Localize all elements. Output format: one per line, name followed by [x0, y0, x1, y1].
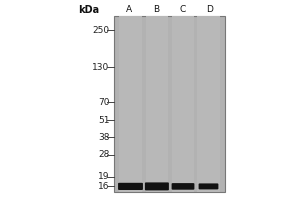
Text: A: A [126, 5, 132, 15]
Text: 16: 16 [98, 182, 110, 191]
Text: C: C [180, 5, 186, 15]
Text: B: B [153, 5, 159, 15]
Text: 51: 51 [98, 116, 110, 125]
Text: 19: 19 [98, 172, 110, 181]
Text: 250: 250 [92, 26, 110, 35]
Text: kDa: kDa [78, 5, 99, 15]
Text: 28: 28 [98, 150, 110, 159]
Text: D: D [207, 5, 213, 15]
Text: 130: 130 [92, 63, 110, 72]
Text: 70: 70 [98, 98, 110, 107]
Text: 38: 38 [98, 133, 110, 142]
